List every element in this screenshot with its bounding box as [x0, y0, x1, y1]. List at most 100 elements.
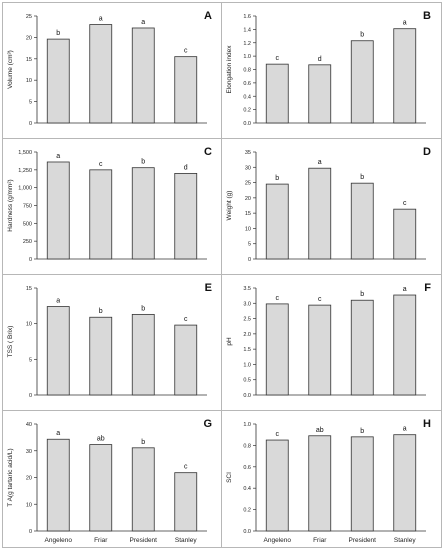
- y-tick-label: 15: [245, 211, 251, 217]
- y-tick-label: 15: [26, 286, 32, 292]
- x-tick-label: Stanley: [175, 537, 197, 544]
- y-axis-label: pH: [226, 337, 233, 346]
- x-tick-label: President: [130, 537, 158, 544]
- significance-letter: c: [276, 295, 280, 302]
- chart-panel-a: A 0 5 10 15 20 25 Volume (cm³) b a a c: [7, 10, 212, 127]
- y-tick-label: 25: [26, 14, 32, 20]
- bar-stanley: [393, 208, 417, 260]
- panel-letter: D: [423, 146, 431, 158]
- significance-letter: a: [141, 19, 145, 26]
- y-tick-label: 0: [29, 393, 32, 399]
- y-tick-label: 1,000: [18, 186, 32, 192]
- y-tick-label: 0.2: [243, 108, 251, 114]
- y-tick-label: 40: [26, 422, 32, 428]
- y-axis-label: Weight (g): [226, 191, 233, 221]
- y-tick-label: 0.0: [243, 393, 251, 399]
- significance-letter: ab: [97, 436, 105, 443]
- y-tick-label: 500: [23, 221, 32, 227]
- frame-line-bottom: [2, 547, 442, 548]
- y-tick-label: 0.5: [243, 378, 251, 384]
- chart-panel-d: D 0 5 10 15 20 25 30 35 Weight (g) b a b c: [226, 146, 431, 263]
- frame-line-right: [441, 2, 442, 548]
- significance-letter: d: [184, 164, 188, 171]
- panel-letter: C: [204, 146, 212, 158]
- chart-panel-g: G 0 10 20 30 40 T A(g tartaric acid/L) a Angelen…: [7, 418, 212, 544]
- bar-stanley: [174, 324, 198, 396]
- bar-angeleno: [46, 161, 70, 260]
- significance-letter: b: [56, 30, 60, 37]
- y-tick-label: 1.2: [243, 41, 251, 47]
- y-tick-label: 5: [29, 357, 32, 363]
- bar-president: [350, 436, 374, 532]
- significance-letter: c: [318, 296, 322, 303]
- y-tick-label: 0: [29, 257, 32, 263]
- y-tick-label: 20: [26, 35, 32, 41]
- chart-panel-f: F 0.0 0.5 1.0 1.5 2.0 2.5 3.0 3.5 pH c c b a: [226, 282, 431, 399]
- significance-letter: a: [403, 286, 407, 293]
- y-tick-label: 0: [29, 529, 32, 535]
- bar-friar: [89, 444, 113, 532]
- significance-letter: c: [403, 200, 407, 207]
- chart-panel-b: B 0.0 0.2 0.4 0.6 0.8 1.0 1.2 1.4 1.6 Elongation i…: [226, 10, 431, 127]
- panel-letter: G: [203, 418, 212, 430]
- y-tick-label: 2.0: [243, 332, 251, 338]
- significance-letter: b: [275, 175, 279, 182]
- y-tick-label: 30: [26, 449, 32, 455]
- significance-letter: b: [99, 308, 103, 315]
- significance-letter: c: [184, 48, 188, 55]
- bar-stanley: [174, 472, 198, 532]
- bar-president: [350, 299, 374, 396]
- significance-letter: ab: [316, 427, 324, 434]
- significance-letter: d: [318, 56, 322, 63]
- y-tick-label: 30: [245, 165, 251, 171]
- bar-angeleno: [46, 38, 70, 124]
- y-tick-label: 3.5: [243, 286, 251, 292]
- significance-letter: c: [99, 161, 103, 168]
- y-tick-label: 750: [23, 204, 32, 210]
- significance-letter: c: [184, 316, 188, 323]
- frame-line-top: [2, 2, 442, 3]
- panel-letter: B: [423, 10, 431, 22]
- bar-friar: [308, 167, 332, 260]
- y-tick-label: 0.4: [243, 486, 251, 492]
- x-tick-label: Friar: [94, 537, 108, 544]
- y-axis-label: SCI: [226, 472, 233, 483]
- y-tick-label: 25: [245, 181, 251, 187]
- bar-president: [131, 447, 155, 532]
- chart-panel-e: E 0 5 10 15 TSS ( Brix) a b b c: [7, 282, 212, 399]
- y-tick-label: 20: [245, 196, 251, 202]
- significance-letter: b: [360, 32, 364, 39]
- x-tick-label: Angeleno: [45, 537, 73, 544]
- y-tick-label: 20: [26, 476, 32, 482]
- x-tick-label: President: [349, 537, 377, 544]
- y-tick-label: 10: [245, 226, 251, 232]
- bar-friar: [89, 169, 113, 260]
- panel-letter: E: [205, 282, 212, 294]
- significance-letter: b: [141, 439, 145, 446]
- y-tick-label: 10: [26, 322, 32, 328]
- bar-president: [131, 27, 155, 124]
- y-tick-label: 1.0: [243, 362, 251, 368]
- chart-panel-c: C 0 250 500 750 1,000 1,250 1,500 Hardness (g/mm…: [7, 146, 212, 263]
- y-axis-label: T A(g tartaric acid/L): [7, 448, 14, 506]
- panel-letter: H: [423, 418, 431, 430]
- y-tick-label: 1.4: [243, 27, 251, 33]
- bar-angeleno: [46, 438, 70, 532]
- y-axis-label: Elongation index: [226, 45, 233, 94]
- bar-friar: [89, 24, 113, 124]
- y-tick-label: 5: [248, 242, 251, 248]
- y-tick-label: 2.5: [243, 317, 251, 323]
- y-tick-label: 10: [26, 502, 32, 508]
- frame-line-3: [2, 410, 442, 411]
- frame-line-2: [2, 274, 442, 275]
- bar-friar: [308, 435, 332, 532]
- bar-president: [131, 167, 155, 260]
- significance-letter: a: [99, 16, 103, 23]
- y-tick-label: 3.0: [243, 301, 251, 307]
- y-axis-label: Volume (cm³): [7, 50, 14, 89]
- panel-letter: A: [204, 10, 212, 22]
- y-tick-label: 1.0: [243, 422, 251, 428]
- y-tick-label: 0.6: [243, 81, 251, 87]
- y-tick-label: 5: [29, 100, 32, 106]
- bar-angeleno: [265, 303, 289, 396]
